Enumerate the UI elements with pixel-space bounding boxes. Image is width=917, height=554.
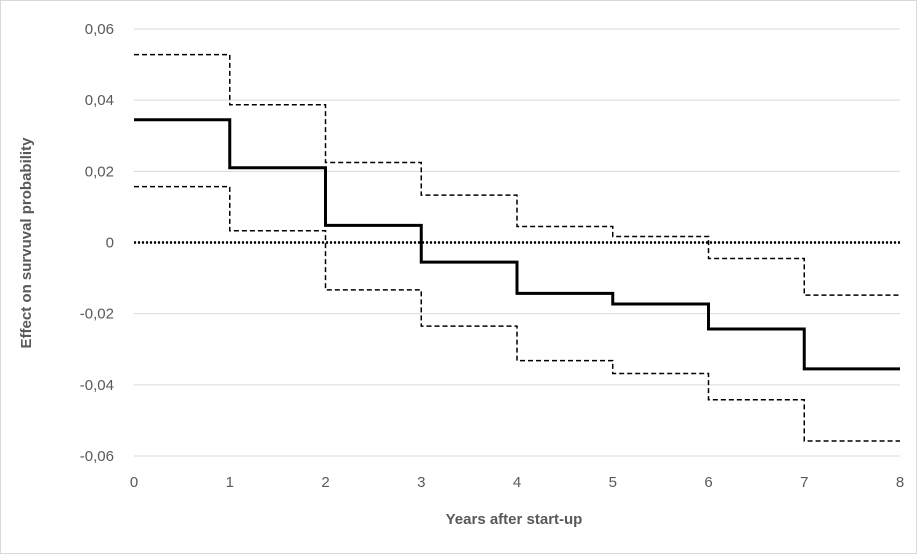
gridlines: [134, 28, 900, 457]
y-axis-title: Effect on survuval probability: [18, 137, 35, 349]
x-tick-label: 4: [513, 474, 521, 491]
x-tick-label: 5: [609, 474, 617, 491]
y-tick-label: -0,06: [80, 448, 114, 465]
x-tick-label: 8: [896, 474, 904, 491]
x-tick-label: 3: [417, 474, 425, 491]
x-tick-label: 1: [226, 474, 234, 491]
y-axis-tick-labels: 0,06 0,04 0,02 0 -0,02 -0,04 -0,06: [80, 21, 114, 465]
x-tick-label: 2: [321, 474, 329, 491]
x-axis-title: Years after start-up: [446, 511, 583, 528]
y-tick-label: -0,02: [80, 306, 114, 323]
y-tick-label: -0,04: [80, 377, 114, 394]
x-tick-label: 0: [130, 474, 138, 491]
y-tick-label: 0,06: [85, 21, 114, 38]
series-lines: [134, 53, 900, 442]
y-tick-label: 0,02: [85, 163, 114, 180]
x-tick-label: 7: [800, 474, 808, 491]
y-tick-label: 0: [106, 235, 114, 252]
x-axis-tick-labels: 0 1 2 3 4 5 6 7 8: [130, 474, 904, 491]
confidence-bound-line: [134, 53, 900, 296]
estimate-line: [134, 118, 900, 371]
y-tick-label: 0,04: [85, 92, 114, 109]
confidence-bound-line: [134, 185, 900, 442]
x-tick-label: 6: [704, 474, 712, 491]
